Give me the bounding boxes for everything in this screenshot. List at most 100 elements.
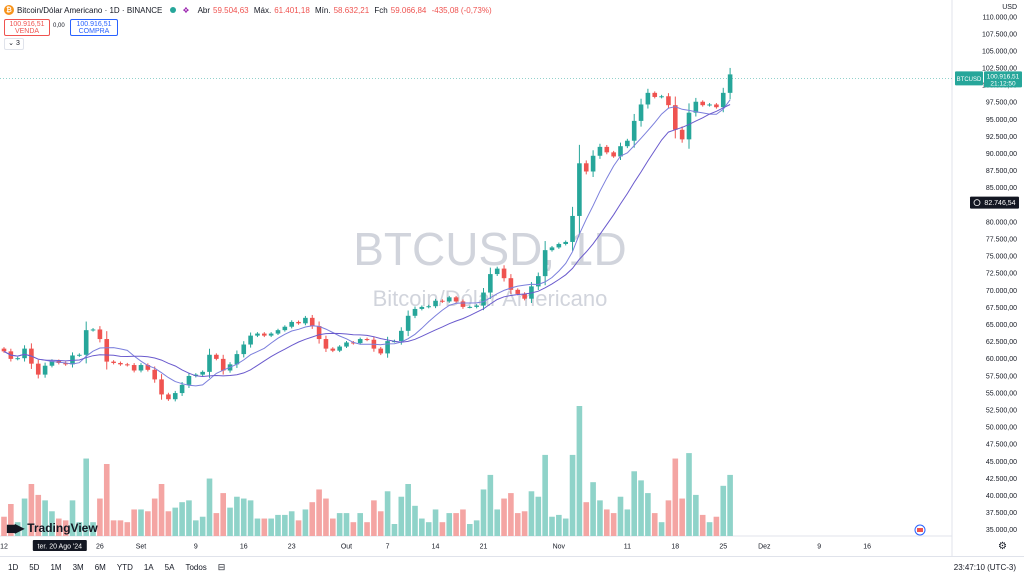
- crosshair-target-icon[interactable]: [973, 199, 981, 207]
- y-tick-label: 50.000,00: [986, 425, 1017, 432]
- candle-body: [344, 342, 349, 347]
- y-tick-label: 75.000,00: [986, 254, 1017, 261]
- candle-body: [220, 358, 226, 371]
- volume-bar: [432, 509, 439, 536]
- volume-bar: [357, 513, 363, 536]
- candle-body: [720, 92, 726, 108]
- candle-body: [673, 105, 678, 130]
- x-tick-label: Set: [136, 544, 147, 551]
- volume-bar: [14, 522, 21, 536]
- volume-bar: [35, 494, 42, 536]
- volume-bar: [528, 491, 535, 536]
- market-status-dot-icon[interactable]: [170, 7, 177, 13]
- candle-body: [378, 348, 384, 354]
- sell-button[interactable]: 100.916,51 VENDA: [4, 19, 50, 36]
- volume-bar: [268, 518, 274, 536]
- symbol-title[interactable]: Bitcoin/Dólar Americano · 1D · BINANCE: [17, 5, 163, 15]
- range-all[interactable]: Todos: [185, 562, 207, 572]
- candle-body: [618, 146, 623, 157]
- volume-bar: [49, 511, 55, 536]
- range-1d[interactable]: 1D: [8, 562, 19, 572]
- volume-bar: [624, 509, 631, 536]
- volume-bar: [145, 511, 151, 536]
- y-tick-label: 107.500,00: [982, 31, 1017, 38]
- y-tick-label: 80.000,00: [986, 219, 1017, 226]
- candle-body: [433, 300, 438, 307]
- candle-body: [563, 241, 568, 244]
- volume-bar: [76, 522, 83, 536]
- candle-body: [611, 152, 616, 157]
- volume-bar: [514, 513, 521, 536]
- range-3m[interactable]: 3M: [72, 562, 84, 572]
- volume-bar: [151, 498, 158, 536]
- countdown: 21:12:50: [990, 80, 1016, 87]
- candle-body: [42, 365, 48, 375]
- candle-body: [316, 326, 322, 340]
- volume-bar: [21, 498, 28, 536]
- volume-bar: [610, 513, 617, 536]
- candle-body: [364, 339, 370, 341]
- x-tick-label: Out: [341, 544, 352, 551]
- crosshair-price-box: [970, 196, 1019, 209]
- indicators-count: 3: [15, 40, 20, 47]
- range-5a[interactable]: 5A: [164, 562, 175, 572]
- range-1m[interactable]: 1M: [50, 562, 62, 572]
- volume-bar: [165, 511, 172, 536]
- last-symbol: BTCUSD: [957, 77, 982, 83]
- sparkle-icon[interactable]: ❖: [182, 5, 190, 15]
- candle-body: [467, 306, 473, 308]
- candle-body: [453, 297, 459, 302]
- calendar-range-icon[interactable]: ⊟: [217, 561, 226, 572]
- volume-bar: [199, 516, 206, 536]
- candle-body: [97, 329, 103, 340]
- volume-bar: [336, 513, 343, 536]
- y-tick-label: 92.500,00: [986, 134, 1017, 141]
- candle-body: [289, 321, 294, 327]
- candle-body: [536, 276, 541, 287]
- volume-bar: [193, 520, 199, 536]
- y-tick-label: 42.500,00: [986, 476, 1017, 483]
- x-tick-label: 16: [240, 544, 248, 551]
- y-tick-label: 55.000,00: [986, 390, 1017, 397]
- buy-price: 100.916,51: [76, 21, 112, 28]
- x-tick-label: 16: [863, 544, 871, 551]
- range-5d[interactable]: 5D: [29, 562, 40, 572]
- candle-body: [49, 360, 55, 366]
- y-tick-label: 67.500,00: [986, 305, 1017, 312]
- candle-body: [138, 365, 144, 371]
- volume-bar: [179, 502, 185, 536]
- y-tick-label: 90.000,00: [986, 151, 1017, 158]
- y-tick-label: 110.000,00: [982, 14, 1017, 21]
- tradingview-logo[interactable]: ◼▶ TradingView: [6, 521, 98, 535]
- volume-bar: [316, 489, 322, 536]
- volume-bars: [1, 406, 733, 536]
- candle-body: [104, 339, 110, 362]
- y-tick-label: 72.500,00: [986, 271, 1017, 278]
- open-label: Abr: [197, 5, 211, 15]
- range-ytd[interactable]: YTD: [116, 562, 133, 572]
- flag-stripe-icon: [917, 528, 923, 532]
- close-label: Fch: [374, 5, 388, 15]
- clock-timezone[interactable]: 23:47:10 (UTC-3): [953, 563, 1016, 572]
- candle-body: [542, 250, 548, 277]
- range-6m[interactable]: 6M: [94, 562, 106, 572]
- candle-body: [255, 333, 260, 336]
- y-tick-label: 77.500,00: [986, 237, 1017, 244]
- candle-body: [501, 268, 507, 279]
- range-1a[interactable]: 1A: [143, 562, 154, 572]
- indicators-toggle[interactable]: ⌄ 3: [4, 38, 24, 50]
- candle-body: [309, 317, 315, 327]
- currency-label[interactable]: USD: [1002, 4, 1017, 11]
- buy-button[interactable]: 100.916,51 COMPRA: [70, 19, 118, 36]
- volume-bar: [645, 493, 651, 536]
- symbol-header: ₿ Bitcoin/Dólar Americano · 1D · BINANCE…: [4, 3, 495, 17]
- candle-body: [248, 335, 253, 345]
- gear-icon[interactable]: ⚙: [998, 541, 1007, 552]
- candle-body: [426, 306, 431, 308]
- candle-body: [303, 317, 308, 324]
- volume-bar: [240, 498, 247, 536]
- candle-body: [351, 342, 356, 344]
- candle-body: [15, 358, 20, 360]
- candle-body: [77, 354, 82, 356]
